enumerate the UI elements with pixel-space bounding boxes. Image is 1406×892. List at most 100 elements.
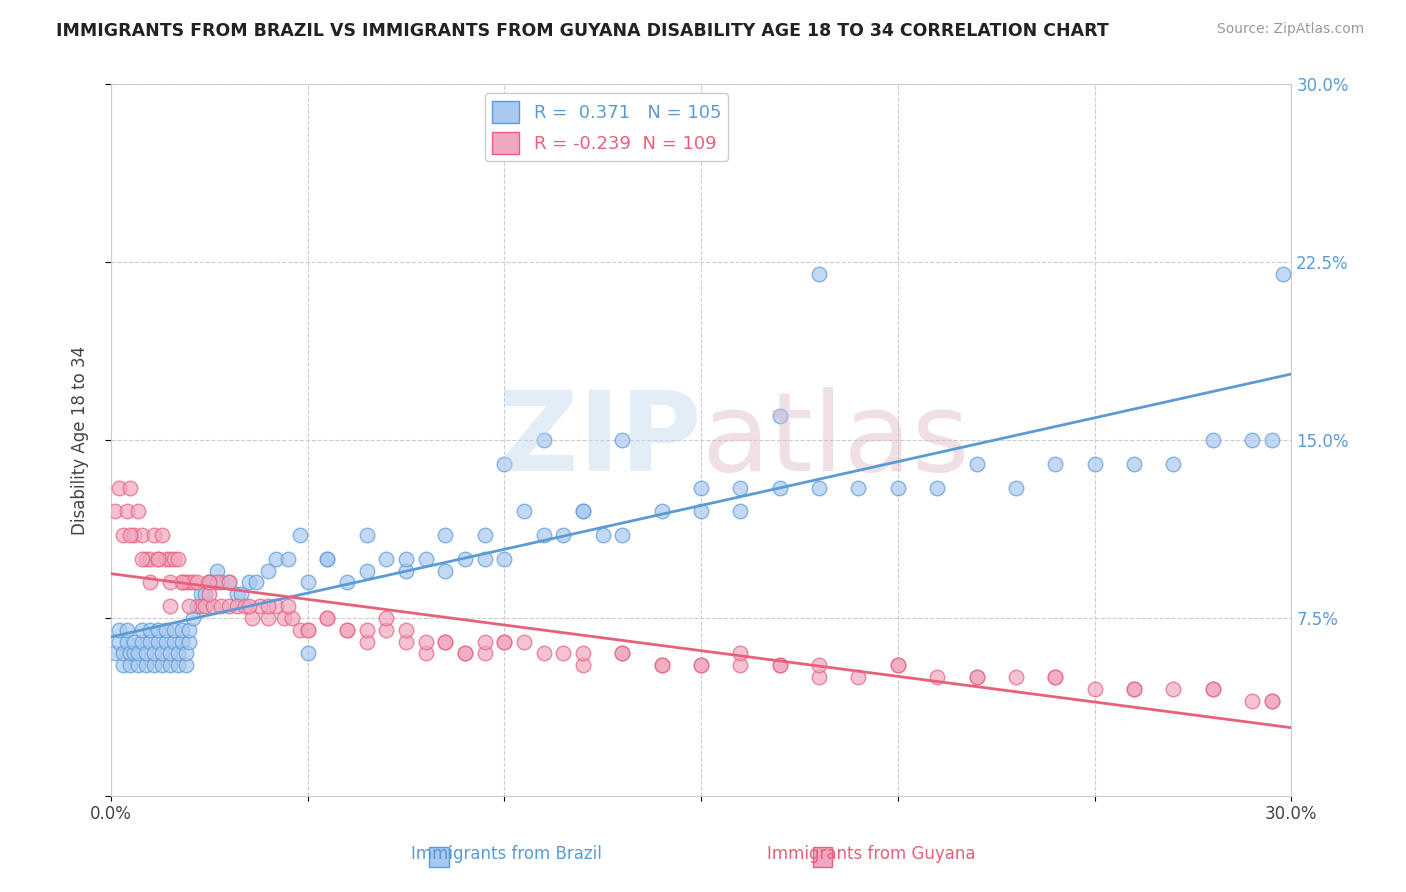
- Point: [454, 647, 477, 661]
- Point: [163, 634, 186, 648]
- Point: [120, 658, 142, 673]
- Point: [107, 634, 129, 648]
- Point: [194, 599, 217, 613]
- Y-axis label: Disability Age 18 to 34: Disability Age 18 to 34: [72, 345, 89, 534]
- Point: [1005, 670, 1028, 684]
- Point: [454, 551, 477, 566]
- Point: [143, 658, 166, 673]
- Point: [887, 658, 910, 673]
- Point: [1122, 681, 1144, 696]
- Point: [651, 504, 673, 518]
- Point: [730, 647, 752, 661]
- Point: [395, 551, 418, 566]
- Point: [115, 504, 138, 518]
- Point: [474, 551, 496, 566]
- Point: [155, 551, 177, 566]
- Point: [163, 551, 186, 566]
- Point: [612, 433, 634, 447]
- Point: [159, 658, 181, 673]
- Point: [454, 647, 477, 661]
- Point: [186, 575, 208, 590]
- Point: [179, 634, 201, 648]
- Point: [690, 658, 713, 673]
- Text: Immigrants from Guyana: Immigrants from Guyana: [768, 846, 976, 863]
- Point: [1161, 457, 1184, 471]
- Point: [111, 647, 134, 661]
- Point: [146, 551, 169, 566]
- Point: [124, 647, 146, 661]
- Point: [494, 551, 516, 566]
- Point: [434, 634, 457, 648]
- Point: [170, 634, 193, 648]
- Point: [1260, 694, 1282, 708]
- Point: [1161, 681, 1184, 696]
- Point: [159, 599, 181, 613]
- Point: [730, 481, 752, 495]
- Point: [159, 575, 181, 590]
- Point: [533, 528, 555, 542]
- Point: [257, 599, 280, 613]
- Point: [356, 564, 378, 578]
- Point: [848, 481, 870, 495]
- Point: [170, 575, 193, 590]
- Point: [218, 575, 240, 590]
- Point: [238, 575, 260, 590]
- Point: [808, 670, 831, 684]
- Point: [375, 551, 398, 566]
- Point: [651, 658, 673, 673]
- Point: [205, 564, 228, 578]
- Point: [966, 670, 988, 684]
- Point: [127, 504, 149, 518]
- Point: [336, 575, 359, 590]
- Point: [316, 611, 339, 625]
- Point: [690, 504, 713, 518]
- Point: [111, 528, 134, 542]
- Point: [107, 481, 129, 495]
- Text: ZIP: ZIP: [498, 386, 702, 493]
- Point: [297, 623, 319, 637]
- Point: [264, 551, 287, 566]
- Point: [198, 575, 221, 590]
- Point: [553, 528, 575, 542]
- Point: [1260, 694, 1282, 708]
- Point: [179, 575, 201, 590]
- Point: [553, 647, 575, 661]
- Point: [150, 647, 173, 661]
- Point: [395, 564, 418, 578]
- Point: [143, 528, 166, 542]
- Point: [375, 611, 398, 625]
- Point: [104, 647, 127, 661]
- Point: [887, 481, 910, 495]
- Point: [257, 564, 280, 578]
- Point: [808, 658, 831, 673]
- Point: [1240, 694, 1263, 708]
- Point: [592, 528, 614, 542]
- Point: [127, 647, 149, 661]
- Point: [146, 634, 169, 648]
- Point: [146, 623, 169, 637]
- Legend: R =  0.371   N = 105, R = -0.239  N = 109: R = 0.371 N = 105, R = -0.239 N = 109: [485, 94, 728, 161]
- Point: [1260, 433, 1282, 447]
- Point: [135, 647, 157, 661]
- Point: [257, 611, 280, 625]
- Point: [209, 575, 232, 590]
- Point: [159, 551, 181, 566]
- Point: [115, 634, 138, 648]
- Text: Source: ZipAtlas.com: Source: ZipAtlas.com: [1216, 22, 1364, 37]
- Point: [135, 658, 157, 673]
- Point: [1084, 681, 1107, 696]
- Point: [1045, 457, 1067, 471]
- Point: [494, 457, 516, 471]
- Point: [131, 634, 153, 648]
- Point: [190, 599, 212, 613]
- Point: [297, 647, 319, 661]
- Point: [494, 634, 516, 648]
- Point: [316, 551, 339, 566]
- Point: [174, 575, 197, 590]
- Point: [769, 481, 792, 495]
- Point: [135, 551, 157, 566]
- Point: [249, 599, 271, 613]
- Point: [1045, 670, 1067, 684]
- Point: [124, 634, 146, 648]
- Point: [434, 564, 457, 578]
